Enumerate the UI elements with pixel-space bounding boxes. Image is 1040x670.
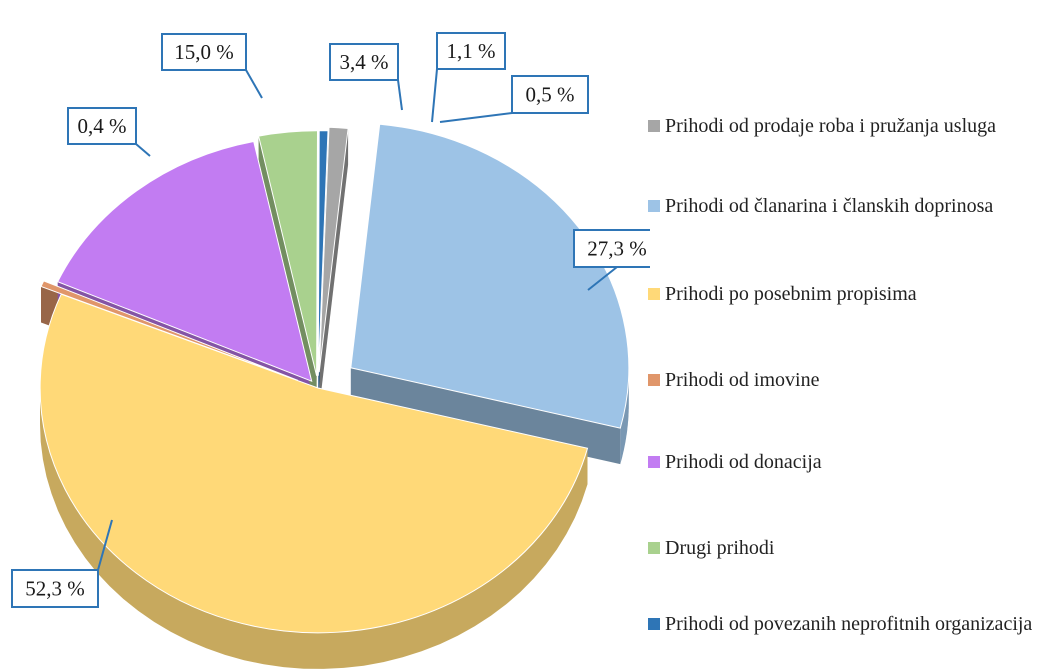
slice-6	[317, 130, 329, 376]
legend-label-2: Prihodi po posebnim propisima	[665, 283, 917, 305]
legend-label-0: Prihodi od prodaje roba i pružanja uslug…	[665, 115, 997, 137]
data-label-6: 0,5 %	[439, 75, 589, 123]
slice-3	[40, 280, 298, 381]
data-label-text-4: 15,0 %	[174, 40, 234, 64]
legend-item-4: Prihodi od donacija	[648, 448, 1033, 476]
legend-swatch-1	[648, 200, 660, 212]
legend-swatch-5	[648, 542, 660, 554]
pie-slices	[39, 123, 630, 634]
legend-item-0: Prihodi od prodaje roba i pružanja uslug…	[648, 112, 1033, 140]
legend-swatch-4	[648, 456, 660, 468]
data-labels: 1,1 % 27,3 % 52,3 % 0,4 % 15,0 % 3,4 % 0,5 %	[11, 32, 650, 608]
data-label-0: 1,1 %	[431, 32, 506, 123]
legend-label-5: Drugi prihodi	[665, 537, 775, 559]
slice-5	[257, 130, 319, 376]
data-label-text-6: 0,5 %	[526, 83, 575, 107]
slice-1-wall	[350, 367, 621, 465]
legend-item-3: Prihodi od imovine	[648, 366, 1033, 394]
data-label-4: 15,0 %	[161, 33, 263, 99]
legend-swatch-2	[648, 288, 660, 300]
slice-4	[57, 140, 313, 383]
slice-1	[350, 123, 630, 429]
legend-swatch-6	[648, 618, 660, 630]
data-label-5: 3,4 %	[329, 43, 403, 111]
slice-0	[318, 126, 349, 373]
slice-0-wall	[319, 128, 349, 409]
data-label-1: 27,3 %	[573, 229, 650, 291]
legend-swatch-0	[648, 120, 660, 132]
data-label-text-2: 52,3 %	[25, 577, 85, 601]
data-label-text-0: 1,1 %	[447, 39, 496, 63]
legend-label-1: Prihodi od članarina i članskih doprinos…	[665, 195, 994, 217]
data-label-3: 0,4 %	[67, 107, 151, 157]
legend-label-4: Prihodi od donacija	[665, 451, 822, 473]
slice-2	[39, 293, 589, 634]
data-label-text-1: 27,3 %	[587, 237, 647, 261]
slice-1-side	[620, 367, 629, 465]
legend-item-1: Prihodi od članarina i članskih doprinos…	[648, 192, 1033, 220]
legend-swatch-3	[648, 374, 660, 386]
legend-label-6: Prihodi od povezanih neprofitnih organiz…	[665, 613, 1033, 635]
data-label-text-3: 0,4 %	[78, 114, 127, 138]
legend-item-5: Drugi prihodi	[648, 534, 1033, 562]
data-label-text-5: 3,4 %	[340, 50, 389, 74]
legend-item-6: Prihodi od povezanih neprofitnih organiz…	[648, 610, 1033, 638]
pie-chart: 1,1 % 27,3 % 52,3 % 0,4 % 15,0 % 3,4 % 0,5 %	[11, 32, 650, 669]
data-label-2: 52,3 %	[11, 519, 113, 608]
legend-label-3: Prihodi od imovine	[665, 369, 820, 391]
legend-item-2: Prihodi po posebnim propisima	[648, 280, 1033, 308]
